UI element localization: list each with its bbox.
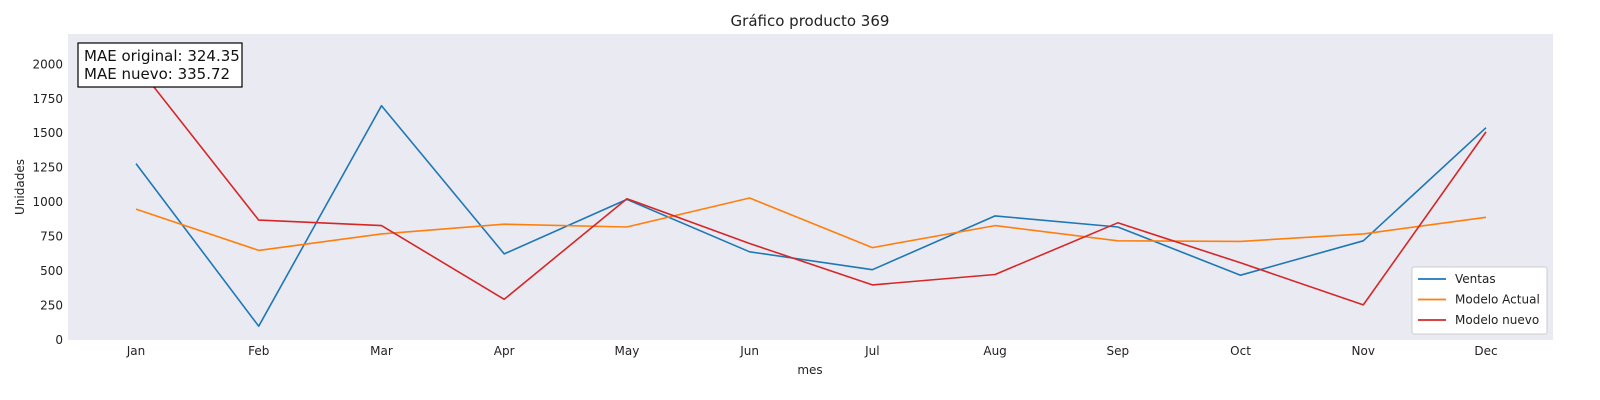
y-tick-label: 1500 (32, 126, 63, 140)
x-tick-label: Mar (370, 344, 393, 358)
x-tick-label: May (615, 344, 640, 358)
x-tick-label: Jan (126, 344, 146, 358)
x-tick-label: Oct (1230, 344, 1251, 358)
legend-label-modelo-actual: Modelo Actual (1455, 293, 1540, 307)
y-tick-label: 1250 (32, 161, 63, 175)
x-tick-label: Nov (1352, 344, 1375, 358)
mae-original-text: MAE original: 324.35 (84, 47, 240, 65)
x-tick-label: Aug (983, 344, 1006, 358)
x-tick-label: Sep (1107, 344, 1130, 358)
y-tick-label: 1000 (32, 195, 63, 209)
y-axis-title: Unidades (13, 159, 27, 215)
mae-nuevo-text: MAE nuevo: 335.72 (84, 65, 230, 83)
x-tick-label: Jul (864, 344, 879, 358)
x-tick-label: Jun (739, 344, 759, 358)
y-tick-label: 1750 (32, 92, 63, 106)
x-tick-label: Feb (248, 344, 269, 358)
y-tick-label: 2000 (32, 57, 63, 71)
series-line-modelo-actual (135, 197, 1487, 252)
y-tick-label: 500 (40, 264, 63, 278)
chart-title: Gráfico producto 369 (731, 12, 890, 30)
legend-box (1411, 266, 1548, 335)
y-tick-label: 750 (40, 230, 63, 244)
x-tick-label: Apr (494, 344, 515, 358)
x-axis: Jan Feb Mar Apr May Jun Jul Aug Sep Oct Nov Dec (126, 344, 1498, 358)
x-axis-title: mes (797, 363, 822, 377)
y-tick-label: 0 (55, 333, 63, 347)
series-layer (135, 63, 1487, 328)
legend-label-modelo-nuevo: Modelo nuevo (1455, 313, 1539, 327)
series-line-modelo-nuevo (135, 63, 1487, 306)
x-tick-label: Dec (1474, 344, 1497, 358)
mae-annotation: MAE original: 324.35 MAE nuevo: 335.72 (77, 42, 243, 88)
plot-area (68, 34, 1553, 340)
legend: Ventas Modelo Actual Modelo nuevo (1411, 266, 1548, 335)
mae-annotation-box (77, 42, 243, 88)
y-axis: 0 250 500 750 1000 1250 1500 1750 2000 (32, 57, 63, 347)
y-tick-label: 250 (40, 299, 63, 313)
legend-label-ventas: Ventas (1455, 272, 1496, 286)
